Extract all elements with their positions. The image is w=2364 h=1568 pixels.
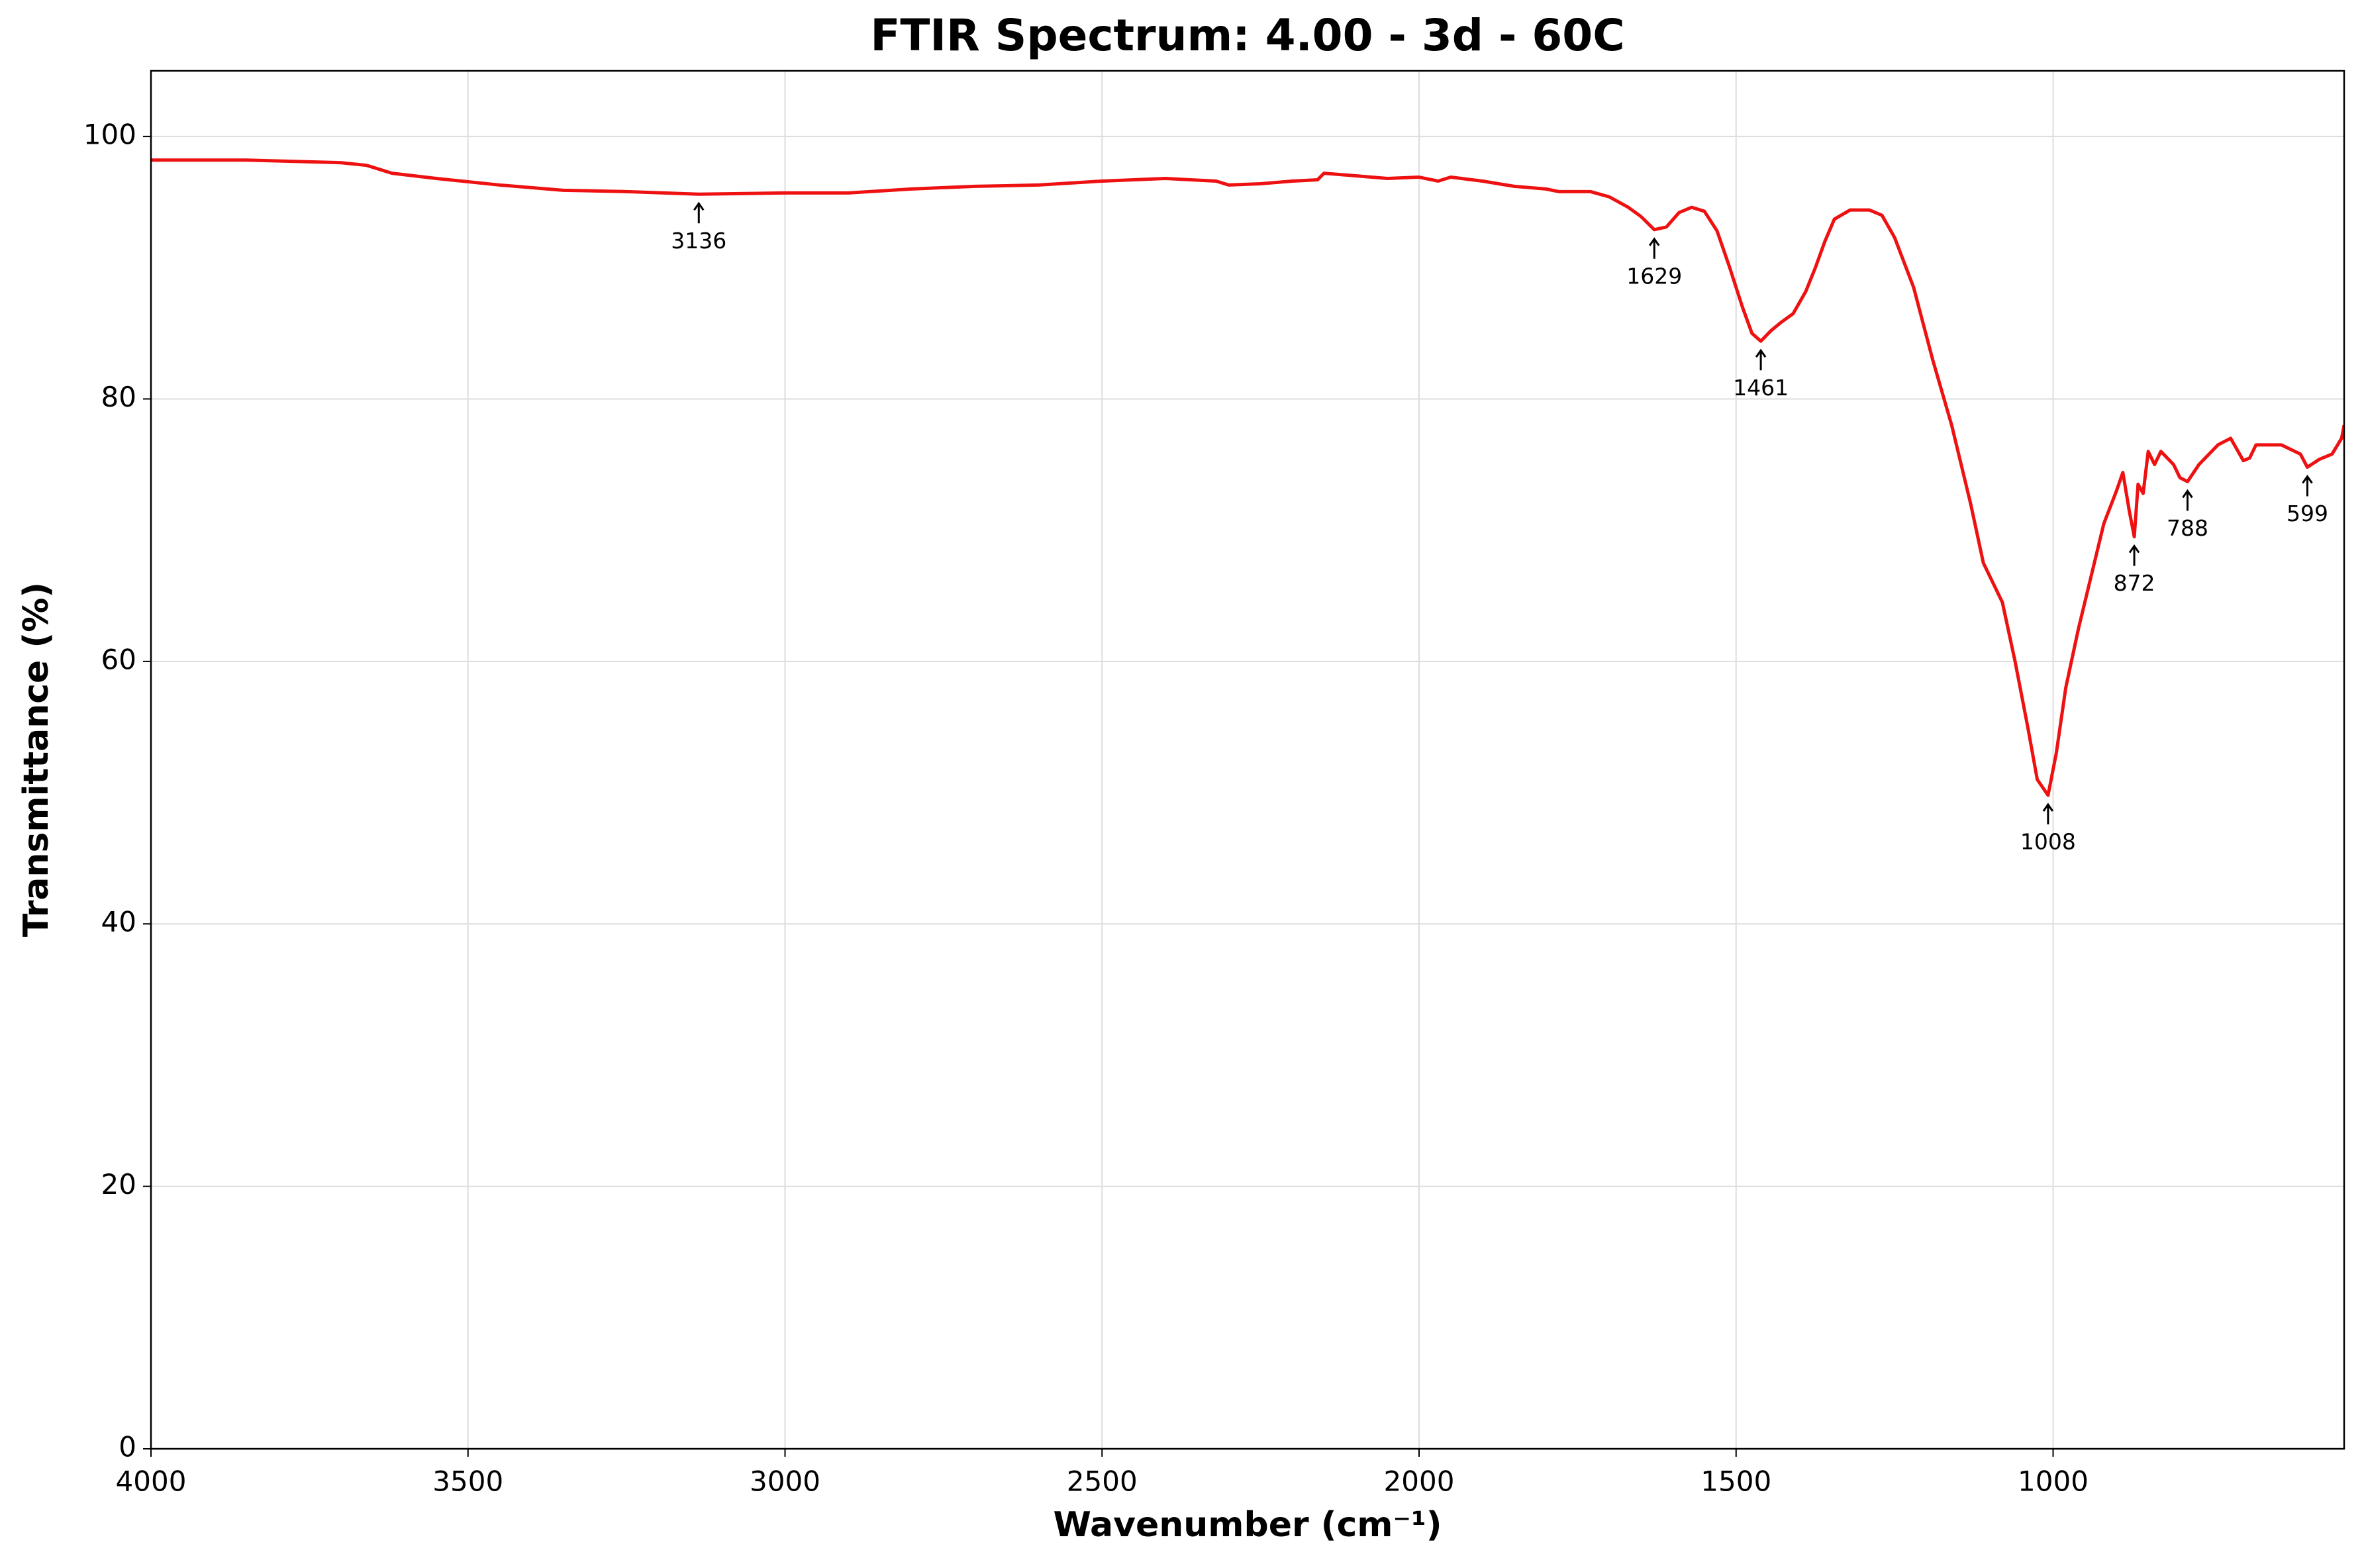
peak-arrow: [2182, 489, 2193, 511]
peak-arrow: [2302, 474, 2313, 497]
y-tick-label: 20: [101, 1168, 136, 1200]
x-tick-label: 3500: [432, 1465, 503, 1498]
y-tick-label: 80: [101, 381, 136, 413]
peak-label: 1461: [1733, 375, 1789, 401]
peak-arrow: [2128, 544, 2140, 566]
y-tick-label: 40: [101, 906, 136, 938]
y-tick-label: 0: [119, 1431, 136, 1463]
chart-title: FTIR Spectrum: 4.00 - 3d - 60C: [870, 10, 1624, 61]
x-tick-label: 1500: [1700, 1465, 1771, 1498]
peak-label: 599: [2287, 501, 2328, 526]
x-tick-label: 4000: [116, 1465, 187, 1498]
y-tick-label: 60: [101, 643, 136, 675]
peak-label: 1629: [1626, 263, 1682, 289]
spectrum-line: [151, 158, 2344, 797]
x-tick-label: 2000: [1384, 1465, 1455, 1498]
peak-label: 872: [2114, 570, 2155, 596]
peak-label: 788: [2167, 515, 2208, 541]
peak-arrow: [693, 201, 705, 224]
x-tick-label: 3000: [750, 1465, 820, 1498]
y-axis-label: Transmittance (%): [17, 582, 56, 937]
peak-arrow: [1649, 237, 1660, 259]
plot-frame: [150, 70, 2345, 1450]
peak-label: 3136: [671, 228, 726, 254]
peak-arrow: [2042, 803, 2054, 825]
peak-arrow: [1755, 348, 1767, 371]
peak-label: 1008: [2020, 829, 2076, 855]
x-tick-label: 2500: [1067, 1465, 1138, 1498]
y-tick-label: 100: [83, 119, 136, 151]
x-tick-label: 1000: [2018, 1465, 2089, 1498]
x-axis-label: Wavenumber (cm⁻¹): [1054, 1505, 1442, 1545]
